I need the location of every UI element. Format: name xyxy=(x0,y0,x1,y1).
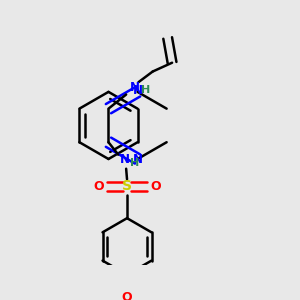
Text: H: H xyxy=(130,158,140,168)
Text: O: O xyxy=(150,180,160,193)
Text: O: O xyxy=(122,291,132,300)
Text: N: N xyxy=(133,85,142,98)
Text: N: N xyxy=(130,81,140,94)
Text: H: H xyxy=(141,85,150,95)
Text: N: N xyxy=(119,153,129,167)
Text: O: O xyxy=(94,180,104,193)
Text: N: N xyxy=(133,153,142,167)
Text: S: S xyxy=(122,179,132,194)
